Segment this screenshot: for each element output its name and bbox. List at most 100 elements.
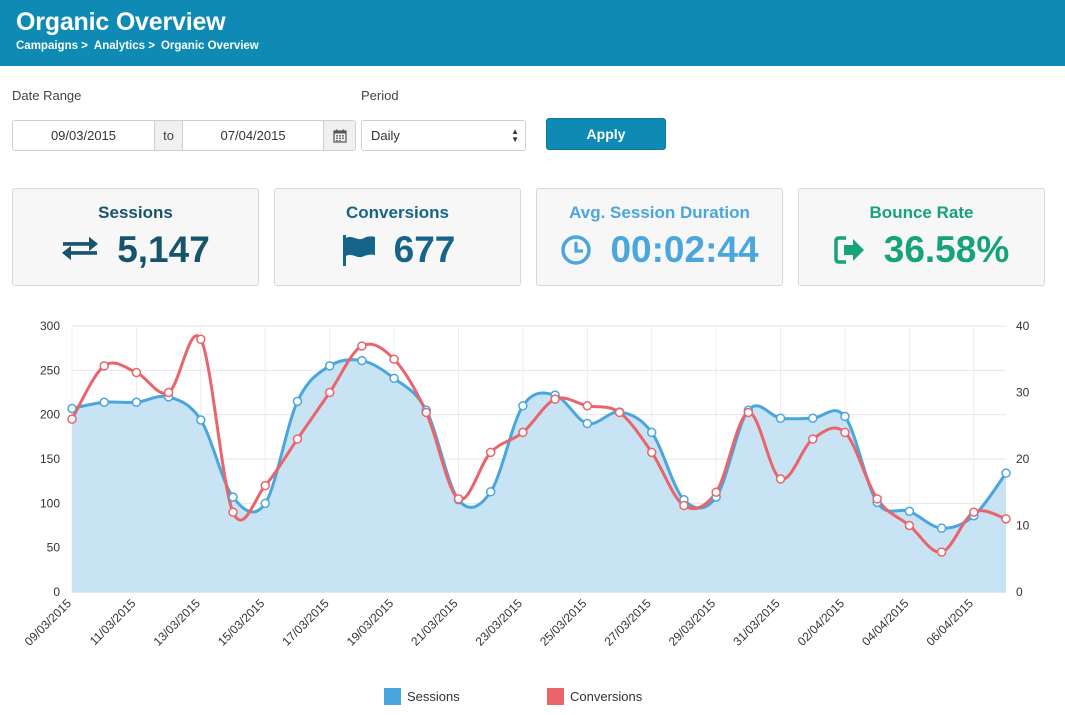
conversions-point <box>485 447 496 458</box>
conversions-point <box>646 447 657 458</box>
conversions-point <box>453 494 464 504</box>
conversions-point <box>389 354 399 364</box>
avg-session-duration-card: Avg. Session Duration 00:02:44 <box>536 188 783 286</box>
right-axis: 0 10 20 30 40 <box>1016 319 1030 599</box>
legend-label: Conversions <box>570 689 643 704</box>
sessions-point <box>904 506 915 517</box>
x-tick-label: 04/04/2015 <box>859 596 912 649</box>
card-value: 00:02:44 <box>610 229 759 270</box>
x-tick-label: 09/03/2015 <box>22 596 75 649</box>
x-tick-label: 02/04/2015 <box>795 596 848 649</box>
apply-button[interactable]: Apply <box>546 118 666 150</box>
y-left-tick-label: 100 <box>40 496 60 510</box>
period-select[interactable]: Daily ▲ ▼ <box>361 120 526 151</box>
sessions-point <box>646 427 657 438</box>
y-left-tick-label: 200 <box>40 408 60 422</box>
sessions-point <box>485 487 496 497</box>
bounce-rate-card: Bounce Rate 36.58% <box>798 188 1045 286</box>
sessions-point <box>936 523 947 533</box>
conversions-point <box>67 414 77 424</box>
card-title: Bounce Rate <box>869 203 974 222</box>
x-axis: 09/03/2015 11/03/2015 13/03/2015 15/03/2015… <box>22 596 976 649</box>
conversions-point <box>775 474 786 484</box>
conversions-point <box>131 367 142 378</box>
date-to-input[interactable] <box>183 121 324 150</box>
date-from-input[interactable] <box>13 121 154 150</box>
chart-area <box>72 359 1006 592</box>
x-tick-label: 21/03/2015 <box>408 596 461 649</box>
exchange-icon <box>61 236 99 264</box>
calendar-icon[interactable] <box>323 121 355 150</box>
conversions-point <box>582 401 593 411</box>
sessions-point <box>292 396 303 407</box>
sessions-point <box>840 411 850 422</box>
conversions-point <box>614 407 625 418</box>
legend-item-conversions[interactable]: Conversions <box>547 688 642 705</box>
sign-out-icon <box>834 235 866 265</box>
conversions-point <box>99 361 109 371</box>
conversions-point <box>711 487 721 497</box>
y-right-tick-label: 40 <box>1016 319 1030 333</box>
x-tick-label: 27/03/2015 <box>601 596 654 649</box>
chart-points <box>67 334 1011 557</box>
select-arrows-icon: ▲ ▼ <box>511 127 519 144</box>
sessions-point <box>357 355 367 366</box>
conversions-point <box>872 494 882 504</box>
page-title: Organic Overview <box>16 8 226 36</box>
sessions-point <box>99 397 109 408</box>
sessions-point <box>228 492 238 502</box>
y-left-tick-label: 250 <box>40 363 60 377</box>
conversions-point <box>518 427 528 438</box>
conversions-point <box>936 547 947 557</box>
x-tick-label: 13/03/2015 <box>151 596 204 649</box>
x-tick-label: 31/03/2015 <box>730 596 783 649</box>
date-range-label: Date Range <box>12 88 82 103</box>
y-left-tick-label: 150 <box>40 452 60 466</box>
y-right-tick-label: 0 <box>1016 585 1023 599</box>
legend-item-sessions[interactable]: Sessions <box>384 688 460 705</box>
card-value: 5,147 <box>117 229 210 270</box>
sessions-point <box>260 498 270 509</box>
y-right-tick-label: 10 <box>1016 519 1030 533</box>
card-title: Avg. Session Duration <box>569 203 750 222</box>
conversions-point <box>969 507 979 517</box>
conversions-point <box>357 341 367 351</box>
sessions-point <box>196 415 206 425</box>
period-label: Period <box>361 88 399 103</box>
breadcrumb-item-current: Organic Overview <box>160 40 259 52</box>
conversions-point <box>324 387 335 398</box>
conversions-point <box>808 434 818 444</box>
sessions-point <box>518 401 528 411</box>
y-left-tick-label: 0 <box>53 585 60 599</box>
conversions-card: Conversions 677 <box>274 188 521 286</box>
conversions-point <box>421 407 432 418</box>
conversions-point <box>743 407 754 418</box>
breadcrumb-item-analytics[interactable]: Analytics > <box>93 40 155 52</box>
sessions-point <box>131 397 142 408</box>
sessions-point <box>67 403 77 414</box>
x-tick-label: 15/03/2015 <box>215 596 268 649</box>
conversions-point <box>840 427 850 438</box>
breadcrumb-item-campaigns[interactable]: Campaigns > <box>16 40 88 52</box>
y-left-tick-label: 50 <box>47 541 61 555</box>
sessions-point <box>808 413 818 423</box>
left-axis: 0 50 100 150 200 250 300 <box>40 319 60 599</box>
sessions-point <box>582 418 593 429</box>
date-range-picker: to <box>12 120 356 151</box>
period-select-value: Daily <box>371 128 400 143</box>
x-tick-label: 29/03/2015 <box>666 596 719 649</box>
date-range-separator: to <box>154 121 184 150</box>
sessions-point <box>775 413 786 423</box>
card-value: 677 <box>393 229 456 270</box>
y-right-tick-label: 20 <box>1016 452 1030 466</box>
x-tick-label: 23/03/2015 <box>473 596 526 649</box>
conversions-point <box>292 434 303 444</box>
y-left-tick-label: 300 <box>40 319 60 333</box>
x-tick-label: 06/04/2015 <box>924 596 977 649</box>
breadcrumb: Campaigns > Analytics > Organic Overview <box>16 40 259 52</box>
sessions-point <box>389 373 399 384</box>
legend-swatch <box>547 688 564 705</box>
card-value: 36.58% <box>883 229 1010 270</box>
conversions-point <box>904 520 915 531</box>
card-title: Sessions <box>98 203 173 222</box>
